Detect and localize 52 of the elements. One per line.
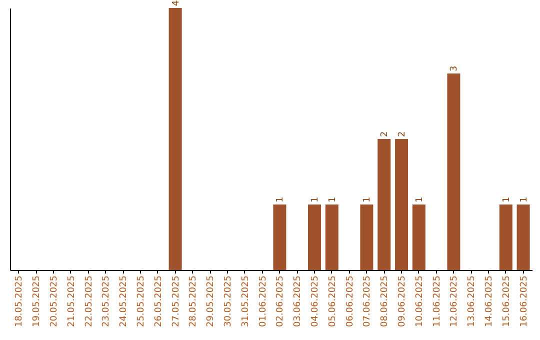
x-tick-label: 09.06.2025 <box>398 276 408 328</box>
x-tick-label: 16.06.2025 <box>519 276 530 328</box>
bar <box>412 204 426 270</box>
x-tick-label: 22.05.2025 <box>84 276 94 328</box>
data-label: 1 <box>328 196 338 202</box>
x-tick-label: 07.06.2025 <box>362 276 373 328</box>
x-tick-label: 01.06.2025 <box>258 276 268 328</box>
x-tick-label: 18.05.2025 <box>14 276 25 328</box>
x-tick-label: 04.06.2025 <box>310 276 320 328</box>
x-tick-label: 21.05.2025 <box>66 276 77 328</box>
bar <box>499 204 512 270</box>
data-label: 1 <box>310 196 320 202</box>
bar <box>447 74 460 270</box>
x-tick-label: 13.06.2025 <box>467 276 478 328</box>
bar <box>308 204 321 270</box>
bar <box>168 8 182 270</box>
data-label: 2 <box>398 131 408 137</box>
x-tick-label: 15.06.2025 <box>502 276 512 328</box>
x-tick-label: 26.05.2025 <box>154 276 164 328</box>
x-tick-label: 30.05.2025 <box>224 276 234 328</box>
x-tick-label: 19.05.2025 <box>32 276 42 328</box>
x-tick-label: 31.05.2025 <box>240 276 251 328</box>
data-label: 1 <box>362 196 373 202</box>
bar <box>395 139 408 270</box>
x-tick-label: 02.06.2025 <box>276 276 286 328</box>
x-tick-label: 05.06.2025 <box>328 276 338 328</box>
x-tick-label: 29.05.2025 <box>206 276 216 328</box>
data-label: 1 <box>502 196 512 202</box>
x-tick-label: 24.05.2025 <box>119 276 130 328</box>
x-tick-label: 10.06.2025 <box>414 276 425 328</box>
data-label: 1 <box>519 196 530 202</box>
bar <box>273 204 286 270</box>
x-tick-label: 11.06.2025 <box>432 276 442 328</box>
x-tick-label: 27.05.2025 <box>171 276 182 328</box>
bar <box>516 204 530 270</box>
x-tick-label: 08.06.2025 <box>380 276 390 328</box>
x-tick-label: 20.05.2025 <box>50 276 60 328</box>
x-tick-label: 03.06.2025 <box>293 276 304 328</box>
x-tick-label: 06.06.2025 <box>345 276 356 328</box>
bar <box>360 204 374 270</box>
data-label: 2 <box>380 131 390 137</box>
x-tick-label: 12.06.2025 <box>450 276 460 328</box>
x-tick-label: 28.05.2025 <box>188 276 199 328</box>
x-tick-label: 14.06.2025 <box>484 276 494 328</box>
data-label: 1 <box>414 196 425 202</box>
bar <box>378 139 391 270</box>
data-label: 3 <box>450 66 460 72</box>
x-tick-label: 25.05.2025 <box>136 276 146 328</box>
x-tick-label: 23.05.2025 <box>102 276 112 328</box>
data-label: 4 <box>171 0 182 6</box>
data-label: 1 <box>276 196 286 202</box>
bar <box>325 204 338 270</box>
